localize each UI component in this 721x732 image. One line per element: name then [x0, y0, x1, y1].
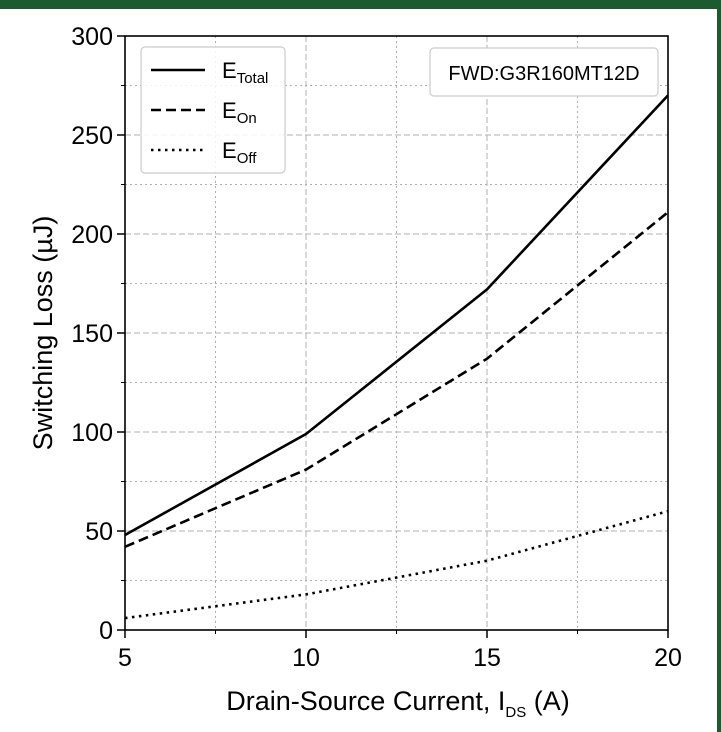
legend: ETotal EOn EOff	[140, 46, 286, 174]
right-border-bar	[717, 0, 721, 732]
x-tick-label: 20	[654, 644, 682, 672]
legend-label-off-sub: Off	[237, 150, 258, 167]
top-border-bar	[0, 0, 721, 9]
y-tick-label: 50	[85, 518, 113, 546]
legend-label-total-sub: Total	[237, 70, 269, 87]
x-axis-title-sub: DS	[505, 704, 526, 721]
y-tick-label: 100	[71, 419, 113, 447]
legend-label-total: ETotal	[222, 58, 268, 87]
x-axis-title: Drain-Source Current, IDS (A)	[226, 686, 569, 721]
x-tick-label: 10	[292, 644, 320, 672]
x-tick-label: 15	[473, 644, 501, 672]
legend-label-off: EOff	[222, 138, 257, 167]
legend-label-on: EOn	[222, 98, 257, 127]
legend-label-on-sub: On	[237, 110, 257, 127]
legend-label-total-main: E	[222, 58, 237, 83]
series-lines	[124, 94, 669, 620]
annotation-text: FWD:G3R160MT12D	[448, 63, 639, 85]
annotation: FWD:G3R160MT12D	[429, 47, 659, 97]
y-tick-label: 150	[71, 320, 113, 348]
annotation-box	[429, 47, 659, 97]
series-line-off	[124, 509, 669, 620]
x-tick-label: 5	[118, 644, 132, 672]
series-line-on	[124, 211, 669, 548]
x-axis-title-main: Drain-Source Current, I	[226, 686, 505, 716]
axis-ticks: 0 50 100 150 200 250 300 5 10 15 20	[71, 23, 682, 672]
legend-box	[140, 46, 286, 174]
legend-label-off-main: E	[222, 138, 237, 163]
y-tick-label: 0	[99, 617, 113, 645]
y-tick-label: 200	[71, 221, 113, 249]
legend-label-on-main: E	[222, 98, 237, 123]
series-line-total	[124, 94, 669, 537]
y-tick-label: 250	[71, 122, 113, 150]
y-tick-label: 300	[71, 23, 113, 51]
y-axis-title: Switching Loss (µJ)	[28, 216, 58, 451]
x-axis-title-unit: (A)	[526, 686, 570, 716]
